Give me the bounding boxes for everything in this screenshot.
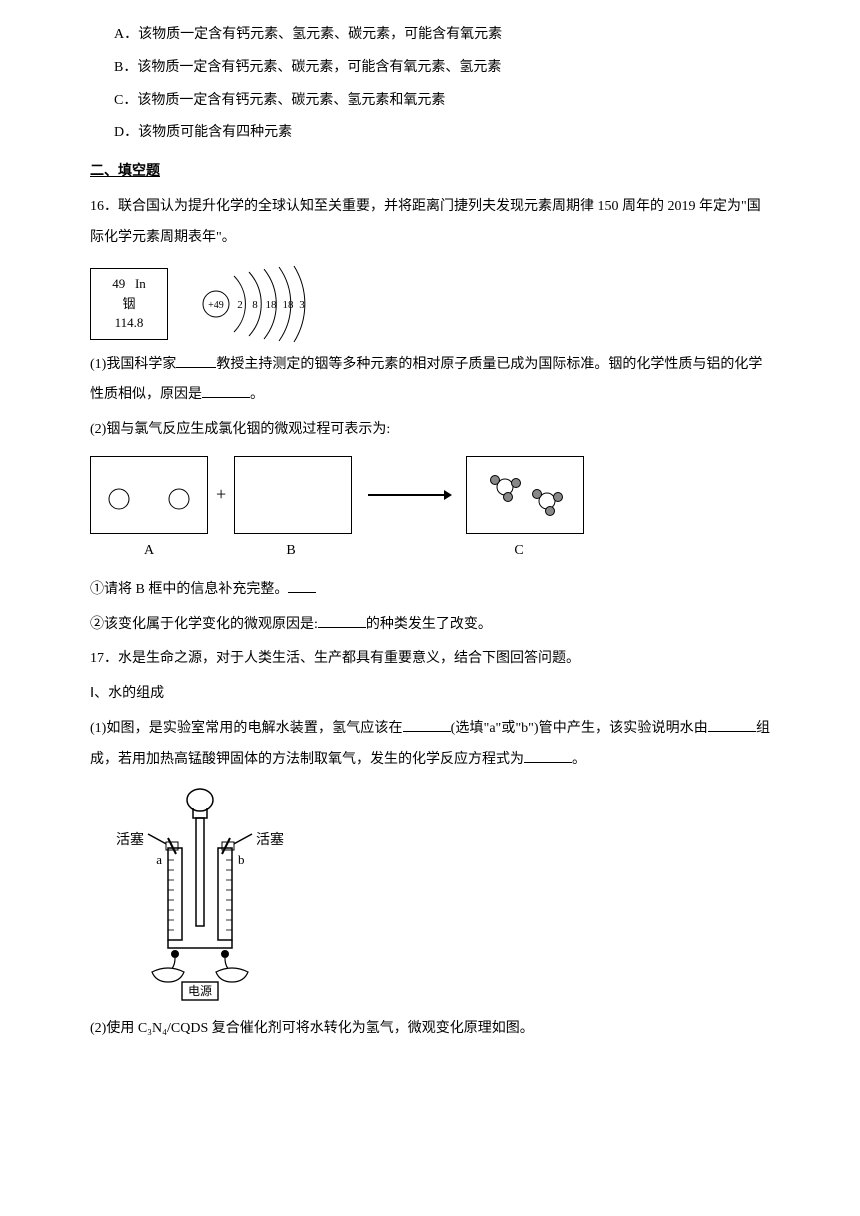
svg-text:电源: 电源 <box>188 984 212 998</box>
q16-p2: (2)铟与氯气反应生成氯化铟的微观过程可表示为: <box>90 415 770 446</box>
q17-p2: (2)使用 C₃N₄/CQDS 复合催化剂可将水转化为氢气，微观变化原理如图。 <box>90 1014 770 1045</box>
element-symbol: In <box>135 276 146 291</box>
label-c: C <box>460 536 578 567</box>
section-2-title: 二、填空题 <box>90 157 770 188</box>
svg-text:2: 2 <box>237 299 243 311</box>
q16-p1: (1)我国科学家教授主持测定的铟等多种元素的相对原子质量已成为国际标准。铟的化学… <box>90 350 770 412</box>
reaction-box-b[interactable] <box>234 456 352 534</box>
option-d: D．该物质可能含有四种元素 <box>90 118 770 149</box>
blank-4[interactable] <box>318 614 366 628</box>
element-card: 49 In 铟 114.8 <box>90 268 168 340</box>
blank-6[interactable] <box>708 718 756 732</box>
box-labels: A B C <box>90 536 770 567</box>
blank-1[interactable] <box>176 354 216 368</box>
svg-text:a: a <box>156 852 162 867</box>
blank-3[interactable] <box>288 579 316 593</box>
q17-part1: Ⅰ、水的组成 <box>90 679 770 710</box>
reaction-box-c <box>466 456 584 534</box>
reaction-diagram: + <box>90 456 770 534</box>
q17-p1a: (1)如图，是实验室常用的电解水装置，氢气应该在 <box>90 721 403 736</box>
svg-text:活塞: 活塞 <box>256 831 284 848</box>
q16-p2-1: ①请将 B 框中的信息补充完整。 <box>90 575 770 606</box>
q16-diagram: 49 In 铟 114.8 +49 2 8 18 18 3 <box>90 264 770 344</box>
q16-intro: 16．联合国认为提升化学的全球认知至关重要，并将距离门捷列夫发现元素周期律 15… <box>90 192 770 254</box>
blank-5[interactable] <box>403 718 451 732</box>
blank-7[interactable] <box>524 749 572 763</box>
element-number: 49 <box>112 276 125 291</box>
svg-text:b: b <box>238 852 245 867</box>
q17-p1b: (选填"a"或"b")管中产生，该实验说明水由 <box>451 721 708 736</box>
svg-text:活塞: 活塞 <box>116 831 144 848</box>
option-c: C．该物质一定含有钙元素、碳元素、氢元素和氧元素 <box>90 86 770 117</box>
q16-p1a: (1)我国科学家 <box>90 357 176 372</box>
svg-text:3: 3 <box>299 299 305 311</box>
q16-p2-1a: ①请将 B 框中的信息补充完整。 <box>90 582 288 597</box>
reaction-box-a <box>90 456 208 534</box>
label-a: A <box>90 536 208 567</box>
plus-sign: + <box>216 475 226 515</box>
element-mass: 114.8 <box>115 313 144 333</box>
atom-structure: +49 2 8 18 18 3 <box>194 264 354 344</box>
q16-p2-2: ②该变化属于化学变化的微观原因是: 的种类发生了改变。 <box>90 610 770 641</box>
q17-p1d: 。 <box>572 752 586 767</box>
q16-p2-2a: ②该变化属于化学变化的微观原因是: <box>90 617 318 632</box>
q16-p2-2b: 的种类发生了改变。 <box>366 617 492 632</box>
label-b: B <box>232 536 350 567</box>
blank-2[interactable] <box>202 384 250 398</box>
atom-core: +49 <box>208 300 224 311</box>
q17-intro: 17．水是生命之源，对于人类生活、生产都具有重要意义，结合下图回答问题。 <box>90 644 770 675</box>
svg-text:8: 8 <box>252 299 258 311</box>
svg-text:18: 18 <box>283 299 295 311</box>
element-name: 铟 <box>122 294 135 314</box>
option-a: A．该物质一定含有钙元素、氢元素、碳元素，可能含有氧元素 <box>90 20 770 51</box>
option-b: B．该物质一定含有钙元素、碳元素，可能含有氧元素、氢元素 <box>90 53 770 84</box>
q16-p1c: 。 <box>250 387 264 402</box>
arrow-icon <box>366 485 452 505</box>
svg-text:18: 18 <box>266 299 278 311</box>
q17-p1: (1)如图，是实验室常用的电解水装置，氢气应该在 (选填"a"或"b")管中产生，… <box>90 714 770 776</box>
electrolysis-apparatus: 活塞 活塞 a b 电源 <box>90 786 770 1006</box>
